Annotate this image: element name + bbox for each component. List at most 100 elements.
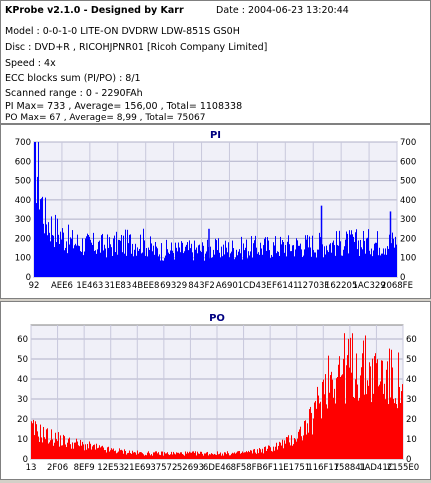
data-bar xyxy=(285,245,286,277)
data-bar xyxy=(374,356,375,459)
data-bar xyxy=(357,249,358,277)
data-bar xyxy=(327,250,328,277)
data-bar xyxy=(195,451,196,459)
data-bar xyxy=(339,356,340,459)
data-bar xyxy=(355,379,356,459)
y-tick-label-right: 500 xyxy=(400,177,416,187)
data-bar xyxy=(145,454,146,459)
data-bar xyxy=(326,245,327,277)
x-tick-label: 162205 xyxy=(325,281,357,291)
data-bar xyxy=(52,439,53,459)
data-bar xyxy=(329,392,330,459)
data-bar xyxy=(252,453,253,459)
data-bar xyxy=(325,374,326,459)
data-bar xyxy=(106,452,107,459)
data-bar xyxy=(328,355,329,459)
data-bar xyxy=(354,241,355,277)
data-bar xyxy=(381,360,382,459)
data-bar xyxy=(254,448,255,459)
data-bar xyxy=(128,452,129,459)
data-bar xyxy=(352,234,353,277)
data-bar xyxy=(37,176,38,277)
data-bar xyxy=(151,243,152,277)
x-tick-label: 69329 xyxy=(160,281,187,291)
data-bar xyxy=(267,448,268,459)
y-tick-label-left: 300 xyxy=(15,215,31,225)
data-bar xyxy=(380,381,381,459)
data-bar xyxy=(99,240,100,277)
data-bar xyxy=(187,451,188,459)
data-bar xyxy=(193,260,194,277)
data-bar xyxy=(113,238,114,277)
data-bar xyxy=(367,380,368,459)
data-bar xyxy=(249,452,250,459)
data-bar xyxy=(375,353,376,459)
data-bar xyxy=(176,247,177,277)
y-tick-label-right: 60 xyxy=(406,335,417,345)
data-bar xyxy=(139,248,140,277)
data-bar xyxy=(372,358,373,459)
data-bar xyxy=(218,454,219,459)
data-bar xyxy=(143,228,144,277)
data-bar xyxy=(258,252,259,277)
data-bar xyxy=(284,252,285,277)
data-bar xyxy=(249,255,250,277)
data-bar xyxy=(140,452,141,459)
data-bar xyxy=(367,237,368,277)
data-bar xyxy=(221,455,222,459)
y-tick-label-right: 20 xyxy=(406,415,417,425)
data-bar xyxy=(342,374,343,459)
data-bar xyxy=(100,447,101,459)
data-bar xyxy=(197,253,198,277)
data-bar xyxy=(197,451,198,459)
data-bar xyxy=(139,452,140,459)
data-bar xyxy=(317,249,318,277)
data-bar xyxy=(296,441,297,459)
data-bar xyxy=(74,442,75,459)
app-title: KProbe v2.1.0 - Designed by Karr xyxy=(5,5,184,16)
data-bar xyxy=(134,249,135,277)
data-bar xyxy=(82,238,83,277)
data-bar xyxy=(386,254,387,277)
data-bar xyxy=(253,243,254,277)
data-bar xyxy=(189,240,190,277)
data-bar xyxy=(163,260,164,277)
data-bar xyxy=(223,455,224,459)
data-bar xyxy=(368,385,369,459)
data-bar xyxy=(263,245,264,277)
data-bar xyxy=(62,228,63,277)
data-bar xyxy=(356,353,357,459)
data-bar xyxy=(335,403,336,459)
data-bar xyxy=(145,255,146,277)
chart-title: PO xyxy=(209,313,225,324)
data-bar xyxy=(173,451,174,459)
data-bar xyxy=(290,445,291,459)
data-bar xyxy=(48,443,49,459)
data-bar xyxy=(116,453,117,459)
data-bar xyxy=(121,234,122,277)
data-bar xyxy=(87,233,88,277)
data-bar xyxy=(75,442,76,459)
data-bar xyxy=(160,260,161,277)
data-bar xyxy=(42,196,43,277)
data-bar xyxy=(313,249,314,277)
range-info: Scanned range : 0 - 2290FAh xyxy=(5,88,143,99)
data-bar xyxy=(39,441,40,459)
x-tick-label: 13 xyxy=(26,463,37,473)
data-bar xyxy=(269,250,270,277)
data-bar xyxy=(307,235,308,277)
data-bar xyxy=(381,253,382,277)
data-bar xyxy=(45,197,46,277)
data-bar xyxy=(322,244,323,277)
data-bar xyxy=(275,236,276,277)
data-bar xyxy=(134,452,135,459)
data-bar xyxy=(93,232,94,277)
data-bar xyxy=(268,445,269,459)
data-bar xyxy=(173,253,174,277)
data-bar xyxy=(188,453,189,459)
data-bar xyxy=(41,437,42,459)
data-bar xyxy=(347,355,348,459)
data-bar xyxy=(142,252,143,277)
data-bar xyxy=(344,333,345,459)
data-bar xyxy=(123,235,124,277)
